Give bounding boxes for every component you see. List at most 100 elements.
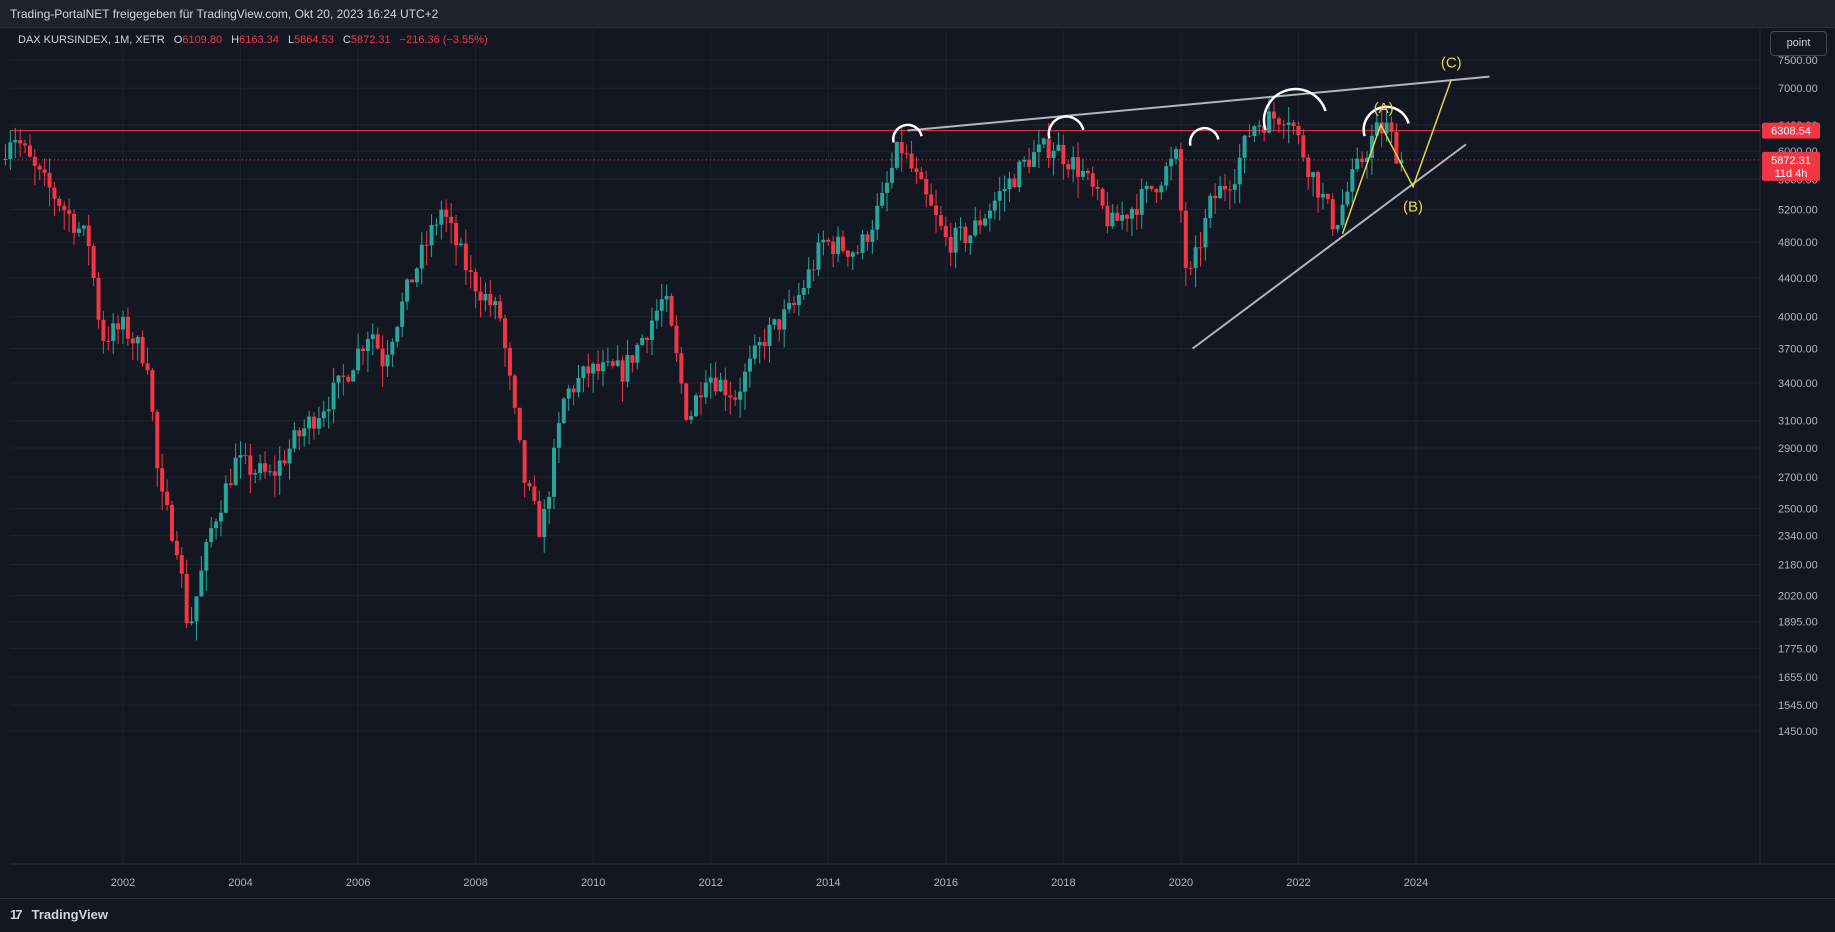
- candle-body: [1144, 185, 1149, 190]
- candle-body: [625, 355, 630, 382]
- wave-label-a: (A): [1374, 100, 1394, 117]
- candle-body: [1031, 152, 1036, 167]
- candle-body: [1311, 172, 1316, 177]
- candle-body: [1306, 157, 1311, 177]
- drawings: (A) (B) (C): [892, 55, 1490, 350]
- candle-body: [561, 398, 566, 424]
- candle-body: [218, 512, 223, 522]
- candle-body: [1325, 194, 1330, 200]
- top-arc-marker[interactable]: [1188, 127, 1220, 146]
- price-axis[interactable]: 7500.007000.006400.006000.005600.005200.…: [1778, 55, 1818, 738]
- candle-body: [591, 363, 596, 374]
- time-tick-label: 2024: [1404, 877, 1428, 889]
- candle-body: [1355, 158, 1360, 170]
- candle-body: [483, 293, 488, 301]
- price-tick-label: 4400.00: [1778, 273, 1818, 285]
- candle-body: [125, 316, 130, 339]
- unit-button[interactable]: point: [1770, 31, 1827, 56]
- candle-body: [1007, 178, 1012, 190]
- low-label: L: [287, 34, 295, 46]
- candle-body: [1188, 267, 1193, 269]
- price-tick-label: 1545.00: [1778, 700, 1818, 712]
- candle-body: [1027, 159, 1032, 167]
- candle-body: [973, 220, 978, 236]
- abc-wave-line[interactable]: [1341, 79, 1452, 235]
- upper-trendline[interactable]: [907, 75, 1490, 132]
- candle-body: [1330, 199, 1335, 230]
- candle-body: [13, 140, 18, 143]
- candle-body: [145, 363, 150, 371]
- candle-body: [106, 340, 111, 342]
- price-tick-label: 3700.00: [1778, 344, 1818, 356]
- time-tick-label: 2004: [228, 877, 252, 889]
- candle-body: [140, 336, 145, 364]
- candle-body: [47, 172, 52, 188]
- tradingview-logo[interactable]: 17 TradingView: [10, 907, 108, 922]
- candle-body: [155, 411, 160, 469]
- candle-body: [816, 242, 821, 270]
- candle-body: [1115, 212, 1120, 221]
- candle-body: [135, 336, 140, 344]
- candle-body: [600, 362, 605, 372]
- candle-body: [791, 302, 796, 306]
- time-tick-label: 2022: [1286, 877, 1310, 889]
- candle-body: [860, 234, 865, 253]
- candle-body: [532, 486, 537, 501]
- candle-body: [312, 416, 317, 429]
- top-arc-marker[interactable]: [1362, 105, 1410, 137]
- price-tick-label: 2900.00: [1778, 443, 1818, 455]
- candle-body: [782, 309, 787, 330]
- candle-body: [1301, 135, 1306, 158]
- candle-body: [23, 143, 28, 146]
- candle-body: [777, 319, 782, 330]
- candle-body: [414, 268, 419, 283]
- candle-body: [189, 621, 194, 624]
- time-tick-label: 2002: [111, 877, 135, 889]
- candle-body: [836, 236, 841, 255]
- candle-body: [130, 338, 135, 344]
- candle-body: [689, 416, 694, 420]
- top-arc-marker[interactable]: [1262, 87, 1327, 131]
- candle-body: [1384, 122, 1389, 134]
- candle-body: [934, 205, 939, 216]
- candle-body: [1178, 149, 1183, 211]
- candle-body: [620, 360, 625, 382]
- candle-body: [1134, 208, 1139, 215]
- candle-body: [963, 226, 968, 244]
- attribution-text: Trading-PortalNET freigegeben für Tradin…: [10, 7, 439, 21]
- candle-body: [351, 370, 356, 382]
- time-axis[interactable]: 2002 2004 2006 2008 2010 2012 2014 2016 2018 2020…: [111, 877, 1428, 889]
- lower-trendline[interactable]: [1192, 143, 1467, 350]
- candle-body: [694, 395, 699, 417]
- candle-body: [150, 370, 155, 412]
- candle-body: [1193, 247, 1198, 268]
- candle-body: [1257, 125, 1262, 127]
- candle-body: [1276, 118, 1281, 125]
- candle-body: [365, 338, 370, 352]
- candle-body: [473, 271, 478, 292]
- candle-body: [547, 496, 552, 509]
- candle-body: [1345, 191, 1350, 205]
- candle-body: [713, 377, 718, 392]
- candle-body: [267, 471, 272, 473]
- candle-body: [635, 344, 640, 363]
- candle-body: [101, 319, 106, 341]
- candle-body: [679, 353, 684, 384]
- time-tick-label: 2018: [1051, 877, 1075, 889]
- candle-body: [488, 293, 493, 306]
- price-tick-label: 2340.00: [1778, 531, 1818, 543]
- price-chart[interactable]: (A)(B)(C) 7500.007000.006400.006000.0056…: [0, 27, 1835, 898]
- top-arc-marker[interactable]: [892, 123, 923, 143]
- candle-body: [757, 342, 762, 346]
- candle-body: [1095, 186, 1100, 189]
- top-bar: Trading-PortalNET freigegeben für Tradin…: [0, 0, 1835, 28]
- candle-body: [571, 388, 576, 393]
- candle-body: [434, 224, 439, 226]
- candle-body: [316, 418, 321, 429]
- candle-body: [1340, 204, 1345, 226]
- top-arc-marker[interactable]: [1047, 115, 1085, 139]
- candle-body: [1056, 144, 1061, 151]
- candle-body: [76, 228, 81, 233]
- candle-body: [209, 528, 214, 543]
- candle-body: [277, 460, 282, 476]
